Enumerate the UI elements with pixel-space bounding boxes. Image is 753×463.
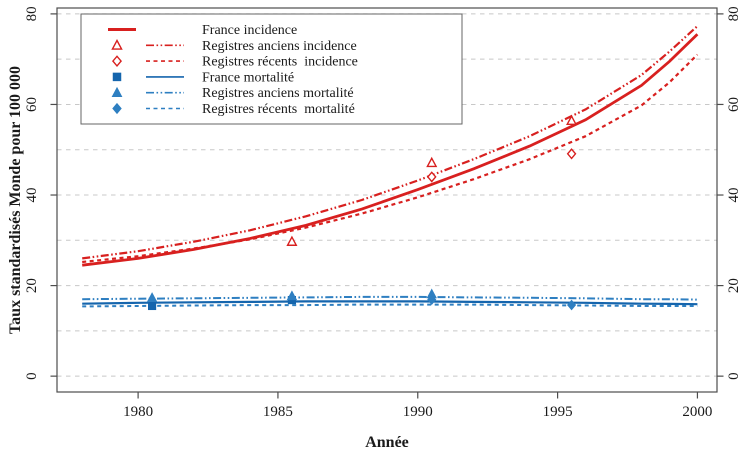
legend-label-registres-anciens-mortalite: Registres anciens mortalité (202, 86, 354, 101)
axis-tick-labels: 1980 1985 1990 1995 2000 0 0 20 20 40 40 60 60 80 80 (24, 6, 742, 420)
point-registres-recents-incidence-marker (426, 171, 437, 183)
plot-frame (56, 7, 718, 393)
point-france-mortalite-marker (147, 301, 157, 311)
legend-label-france-incidence: France incidence (202, 23, 297, 38)
point-registres-anciens-mortalite-marker (286, 290, 298, 301)
legend-box (80, 13, 463, 125)
x-tick-label-1990: 1990 (403, 404, 433, 420)
x-tick-label-1985: 1985 (263, 404, 293, 420)
point-registres-recents-mortalite-marker (567, 299, 577, 311)
legend-item-france-incidence: France incidence (108, 23, 297, 38)
axis-ticks (50, 13, 724, 399)
legend-registres-anciens-incidence-marker (111, 39, 123, 50)
y-tick-label-left-60: 60 (24, 97, 40, 112)
series-line-france-mortalite (82, 300, 698, 306)
point-registres-anciens-mortalite-marker (146, 292, 158, 302)
x-tick-label-1995: 1995 (543, 404, 573, 420)
x-tick-label-1980: 1980 (123, 404, 153, 420)
y-tick-label-left-80: 80 (24, 6, 40, 21)
point-registres-anciens-incidence-marker (566, 114, 578, 126)
series-line-registres-recents-mortalite (82, 303, 698, 308)
legend-registres-recents-incidence-marker (112, 55, 122, 67)
legend-registres-recents-mortalite-marker (112, 102, 122, 115)
y-tick-label-right-60: 60 (726, 97, 742, 112)
series-line-registres-anciens-mortalite (82, 295, 698, 301)
y-axis-title: Taux standardisés Monde pour 100 000 (7, 66, 24, 334)
point-registres-anciens-incidence-marker (286, 235, 298, 246)
y-tick-label-left-40: 40 (24, 188, 40, 203)
x-tick-label-2000: 2000 (682, 404, 712, 420)
legend-label-registres-recents-incidence: Registres récents incidence (202, 55, 358, 70)
legend-item-registres-anciens-incidence: Registres anciens incidence (111, 39, 357, 54)
series-lines (82, 25, 699, 308)
legend-registres-anciens-mortalite-marker (111, 86, 123, 97)
legend-label-registres-recents-mortalite: Registres récents mortalité (202, 102, 355, 117)
point-registres-anciens-incidence-marker (426, 156, 438, 168)
legend-item-france-mortalite: France mortalité (112, 70, 294, 85)
y-tick-label-left-20: 20 (24, 278, 40, 293)
y-tick-label-left-0: 0 (24, 372, 40, 380)
series-line-registres-anciens-incidence (82, 25, 699, 260)
y-tick-label-right-0: 0 (726, 372, 742, 380)
y-tick-label-right-40: 40 (726, 188, 742, 203)
legend-item-registres-anciens-mortalite: Registres anciens mortalité (111, 86, 354, 101)
legend-label-france-mortalite: France mortalité (202, 70, 294, 85)
y-tick-label-right-80: 80 (726, 6, 742, 21)
series-markers (146, 114, 578, 311)
x-axis-title: Année (365, 434, 409, 451)
series-line-registres-recents-incidence (82, 53, 699, 264)
legend-item-registres-recents-mortalite: Registres récents mortalité (112, 102, 355, 117)
legend-label-registres-anciens-incidence: Registres anciens incidence (202, 39, 357, 54)
legend-item-registres-recents-incidence: Registres récents incidence (112, 55, 358, 70)
point-registres-recents-incidence-marker (566, 148, 577, 160)
y-tick-label-right-20: 20 (726, 278, 742, 293)
point-registres-recents-mortalite-marker (427, 294, 437, 305)
legend-france-mortalite-marker (112, 72, 122, 82)
